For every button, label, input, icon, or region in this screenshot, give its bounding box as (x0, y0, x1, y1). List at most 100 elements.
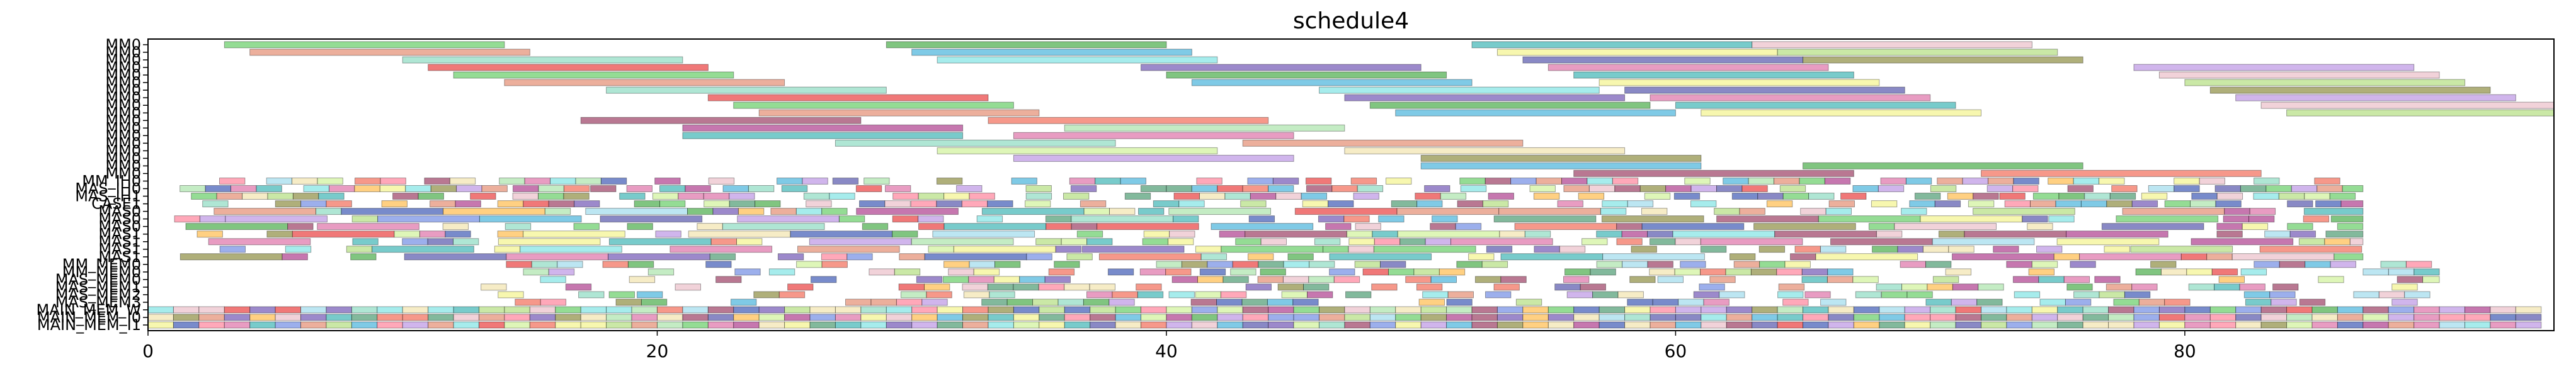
mas-task-bar (1248, 253, 1274, 261)
mas-task-bar (479, 321, 505, 329)
mas-task-bar (641, 299, 668, 306)
mas-task-bar (884, 200, 911, 208)
mas-task-bar (2186, 268, 2213, 276)
mas-task-bar (988, 321, 1014, 329)
mas-task-bar (734, 268, 761, 276)
mas-task-bar (1485, 178, 1512, 185)
mas-task-bar (802, 178, 828, 185)
mas-task-bar (962, 306, 989, 314)
mas-task-bar (755, 200, 781, 208)
mas-task-bar (2224, 208, 2250, 215)
y-tick-label: MM0 (105, 51, 141, 69)
mas-task-bar (1500, 253, 1604, 261)
mas-task-bar (1319, 321, 1345, 329)
mas-task-bar (2070, 261, 2096, 268)
y-tick-label: MAS_MEM0 (55, 271, 141, 288)
mm-task-bar (1395, 109, 1676, 117)
mas-task-bar (1199, 193, 1226, 200)
y-tick-label: MAIN_MEM_I0 (37, 309, 141, 326)
mas-task-bar (355, 178, 381, 185)
mas-task-bar (1200, 253, 1227, 261)
mas-task-bar (1934, 200, 1961, 208)
mas-task-bar (1937, 178, 1963, 185)
mas-task-bar (631, 314, 658, 321)
mas-task-bar (2138, 299, 2165, 306)
y-tick-label: MM0 (105, 74, 141, 91)
mas-task-bar (1071, 223, 1098, 231)
y-tick-label: MAS_MEM2 (55, 286, 141, 304)
mas-task-bar (688, 231, 791, 238)
mas-task-bar (2265, 185, 2292, 192)
mas-task-bar (1395, 306, 1422, 314)
mas-task-bar (1268, 321, 1294, 329)
mas-task-bar (249, 306, 276, 314)
mas-task-bar (2116, 215, 2219, 223)
mas-task-bar (1013, 321, 1040, 329)
mas-task-bar (1166, 306, 1192, 314)
mas-task-bar (1649, 268, 1675, 276)
mas-task-bar (1901, 283, 1928, 291)
mas-task-bar (1293, 306, 1319, 314)
mas-task-bar (899, 253, 925, 261)
mas-task-bar (1563, 276, 1590, 283)
mas-task-bar (2362, 268, 2389, 276)
mas-task-bar (768, 268, 795, 276)
mas-task-bar (548, 268, 575, 276)
mas-task-bar (1723, 178, 1749, 185)
mas-task-bar (2082, 321, 2109, 329)
mas-task-bar (2303, 208, 2364, 215)
mas-task-bar (1932, 276, 1959, 283)
mas-task-bar (2113, 299, 2140, 306)
mas-task-bar (2243, 291, 2271, 299)
mas-task-bar (682, 306, 709, 314)
mas-task-bar (1675, 238, 1701, 246)
mas-task-bar (2135, 268, 2162, 276)
mas-task-bar (1439, 268, 1466, 276)
mas-task-bar (1777, 291, 1804, 299)
mas-task-bar (1616, 238, 1643, 246)
mas-task-bar (2158, 306, 2186, 314)
mas-task-bar (2104, 246, 2130, 253)
mas-task-bar (1827, 268, 1854, 276)
mas-task-bar (2209, 314, 2237, 321)
mas-task-bar (2391, 299, 2418, 306)
mas-task-bar (1346, 231, 1373, 238)
mas-task-bar (1753, 223, 1856, 231)
mas-task-bar (2022, 215, 2048, 223)
bars-layer (147, 41, 2555, 329)
mas-task-bar (1447, 291, 1474, 299)
mas-task-bar (2254, 261, 2280, 268)
mas-task-bar (2318, 276, 2344, 283)
mas-task-bar (402, 238, 428, 246)
mas-task-bar (1644, 193, 1671, 200)
mas-task-bar (1136, 283, 1162, 291)
mas-task-bar (300, 314, 327, 321)
mas-task-bar (1247, 178, 1274, 185)
mas-task-bar (1141, 321, 1167, 329)
mas-task-bar (580, 314, 607, 321)
mas-task-bar (1344, 321, 1371, 329)
mas-task-bar (2133, 306, 2160, 314)
mas-task-bar (784, 321, 811, 329)
mas-task-bar (1195, 246, 1222, 253)
mas-task-bar (1599, 314, 1626, 321)
mas-task-bar (1115, 306, 1141, 314)
mas-task-bar (1268, 185, 1294, 192)
mas-task-bar (2099, 178, 2125, 185)
mas-task-bar (147, 314, 174, 321)
mas-task-bar (2164, 299, 2191, 306)
mas-task-bar (275, 314, 302, 321)
mas-task-bar (1700, 238, 1803, 246)
mas-task-bar (936, 178, 963, 185)
mas-task-bar (1217, 321, 1243, 329)
mas-task-bar (869, 268, 895, 276)
mas-task-bar (1191, 185, 1218, 192)
mas-task-bar (1701, 314, 1727, 321)
mas-task-bar (1217, 314, 1243, 321)
mas-task-bar (1719, 291, 1745, 299)
mas-task-bar (453, 238, 479, 246)
mas-task-bar (497, 231, 524, 238)
mas-task-bar (1962, 178, 1989, 185)
mas-task-bar (1076, 231, 1103, 238)
mas-task-bar (2209, 321, 2237, 329)
